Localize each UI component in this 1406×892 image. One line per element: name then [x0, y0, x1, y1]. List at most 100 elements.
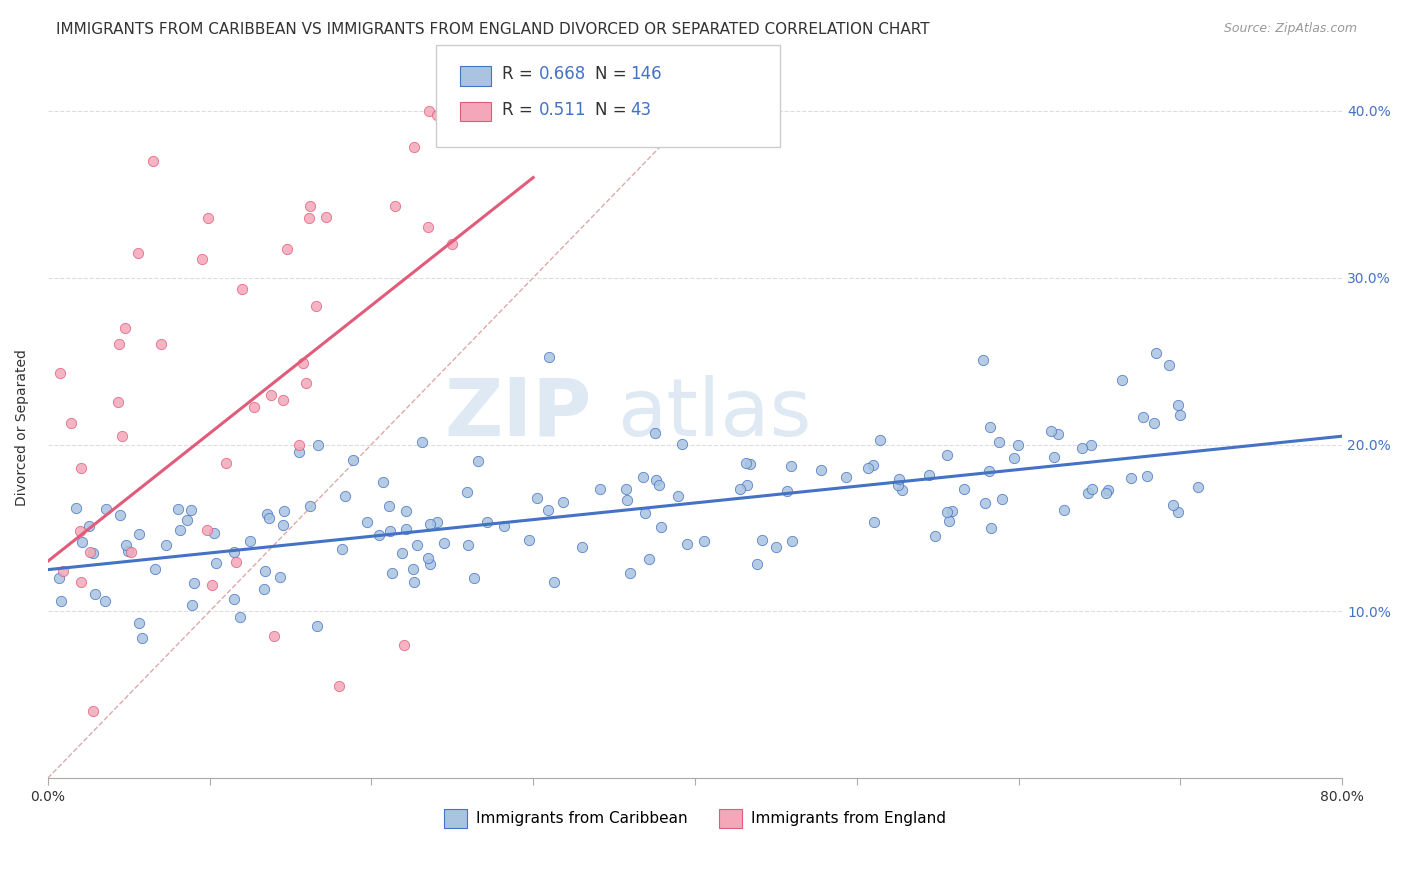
Point: [201, 577, 224, 591]
Point: [631, 469, 654, 483]
Point: [65, 501, 87, 516]
Point: [644, 426, 666, 441]
Point: [391, 546, 413, 560]
Point: [128, 616, 150, 631]
Point: [648, 478, 671, 492]
Point: [128, 527, 150, 541]
Point: [887, 472, 910, 486]
Point: [457, 538, 479, 552]
Point: [728, 482, 751, 496]
Point: [411, 434, 433, 449]
Point: [1135, 469, 1157, 483]
Point: [571, 541, 593, 555]
Point: [254, 564, 277, 578]
Point: [1166, 398, 1188, 412]
Point: [1142, 416, 1164, 430]
Point: [863, 516, 886, 530]
Point: [735, 478, 758, 492]
Point: [1187, 480, 1209, 494]
Point: [456, 485, 478, 500]
Point: [395, 504, 418, 518]
Point: [59, 416, 82, 430]
Point: [475, 515, 498, 529]
Point: [765, 540, 787, 554]
Point: [271, 392, 294, 407]
Point: [979, 464, 1001, 478]
Point: [666, 489, 689, 503]
Point: [273, 504, 295, 518]
Point: [180, 502, 202, 516]
Text: 43: 43: [630, 101, 651, 119]
Point: [419, 558, 441, 572]
Point: [288, 445, 311, 459]
Point: [371, 475, 394, 490]
Text: Source: ZipAtlas.com: Source: ZipAtlas.com: [1223, 22, 1357, 36]
Point: [463, 571, 485, 585]
Legend: Immigrants from Caribbean, Immigrants from England: Immigrants from Caribbean, Immigrants fr…: [439, 803, 952, 834]
Point: [143, 562, 166, 576]
Point: [155, 538, 177, 552]
Point: [1144, 345, 1167, 359]
Point: [205, 557, 228, 571]
Point: [142, 153, 165, 168]
Point: [987, 434, 1010, 449]
Text: atlas: atlas: [617, 375, 811, 453]
Point: [84, 587, 107, 601]
Point: [537, 503, 560, 517]
Point: [257, 511, 280, 525]
Point: [195, 523, 218, 537]
Point: [941, 503, 963, 517]
Point: [180, 598, 202, 612]
Point: [256, 507, 278, 521]
Text: 0.668: 0.668: [538, 65, 586, 83]
Point: [298, 211, 321, 226]
Point: [671, 436, 693, 450]
Point: [298, 199, 321, 213]
Point: [107, 394, 129, 409]
Point: [260, 387, 283, 401]
Point: [228, 610, 250, 624]
Point: [392, 638, 415, 652]
Point: [543, 575, 565, 590]
Point: [367, 528, 389, 542]
Point: [751, 533, 773, 548]
Point: [356, 516, 378, 530]
Point: [271, 518, 294, 533]
Point: [616, 493, 638, 508]
Point: [1161, 498, 1184, 512]
Point: [425, 516, 447, 530]
Point: [287, 438, 309, 452]
Point: [183, 576, 205, 591]
Point: [1077, 486, 1099, 500]
Point: [676, 537, 699, 551]
Point: [191, 252, 214, 267]
Point: [169, 523, 191, 537]
Point: [82, 546, 104, 560]
Point: [1132, 409, 1154, 424]
Text: ZIP: ZIP: [444, 375, 592, 453]
Point: [111, 429, 134, 443]
Point: [1046, 427, 1069, 442]
Point: [924, 528, 946, 542]
Point: [1043, 450, 1066, 464]
Point: [231, 282, 253, 296]
Point: [176, 512, 198, 526]
Point: [404, 574, 426, 589]
Point: [776, 483, 799, 498]
Point: [1121, 470, 1143, 484]
Point: [990, 491, 1012, 506]
Point: [526, 491, 548, 505]
Point: [589, 483, 612, 497]
Point: [328, 680, 350, 694]
Point: [418, 220, 440, 235]
Point: [835, 470, 858, 484]
Point: [887, 478, 910, 492]
Point: [918, 468, 941, 483]
Point: [404, 139, 426, 153]
Point: [70, 535, 93, 549]
Point: [108, 508, 131, 522]
Point: [330, 542, 353, 557]
Point: [1111, 373, 1133, 387]
Point: [342, 453, 364, 467]
Point: [269, 570, 291, 584]
